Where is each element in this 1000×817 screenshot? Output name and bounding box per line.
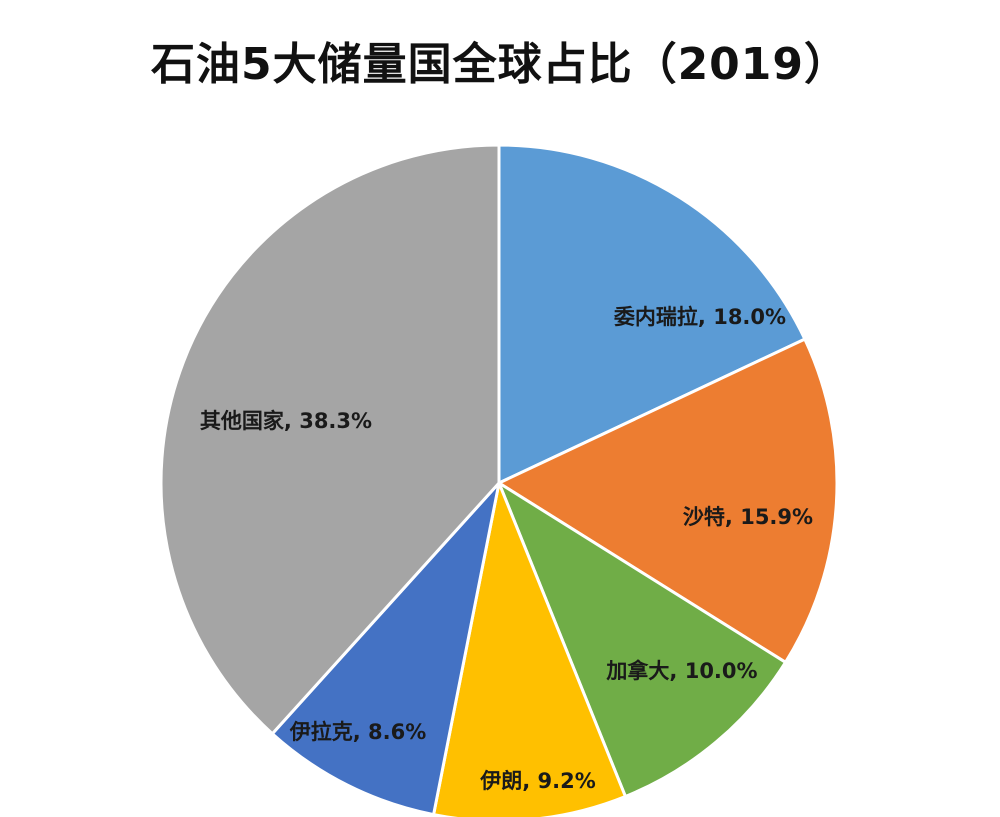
- slice-venezuela-label: 委内瑞拉, 18.0%: [613, 305, 786, 329]
- slice-iraq: [270, 481, 501, 817]
- chart-title: 石油5大储量国全球占比（2019）: [150, 39, 850, 90]
- slice-canada: [497, 481, 788, 798]
- slice-canada-label: 加拿大, 10.0%: [605, 659, 757, 683]
- pie-slices: [159, 143, 839, 817]
- slice-saudi: [497, 337, 839, 664]
- slice-saudi-label: 沙特, 15.9%: [683, 505, 813, 529]
- slice-iran-label: 伊朗, 9.2%: [479, 769, 596, 793]
- pie-labels: 委内瑞拉, 18.0% 沙特, 15.9% 加拿大, 10.0% 伊朗, 9.2% 伊拉…: [200, 305, 813, 793]
- slice-iraq-label: 伊拉克, 8.6%: [289, 720, 427, 744]
- slice-venezuela: [497, 143, 807, 485]
- slice-others: [159, 143, 501, 736]
- slice-others-label: 其他国家, 38.3%: [200, 409, 372, 433]
